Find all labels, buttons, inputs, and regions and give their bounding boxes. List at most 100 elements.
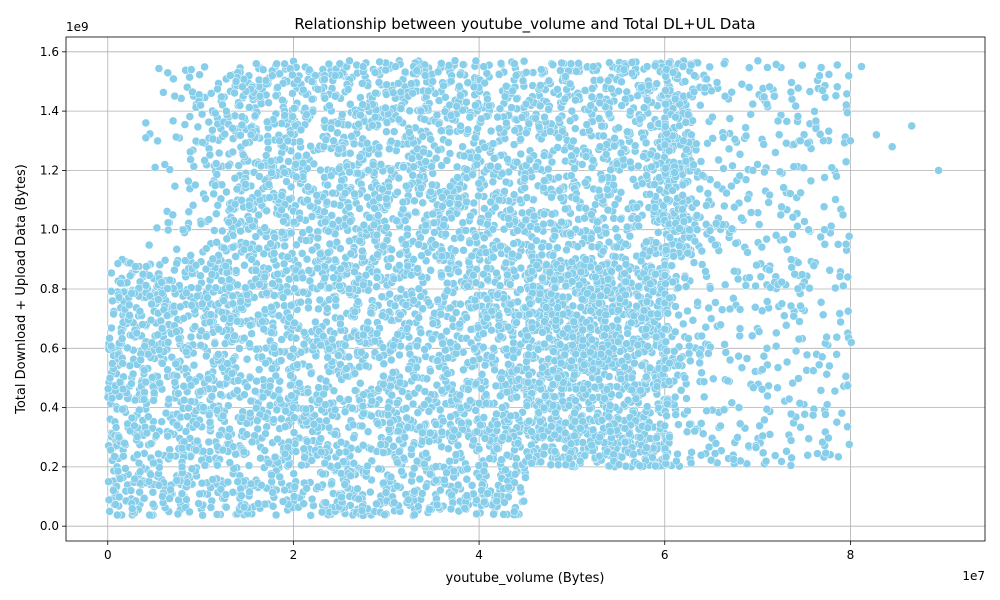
data-point <box>318 469 327 479</box>
data-point <box>370 336 380 346</box>
data-point <box>554 114 564 124</box>
data-point <box>105 333 114 343</box>
data-point <box>420 459 429 469</box>
data-point <box>509 266 519 275</box>
data-point <box>468 356 478 365</box>
data-point <box>344 352 354 362</box>
data-point <box>639 103 649 112</box>
data-point <box>378 343 388 352</box>
data-point <box>296 348 306 357</box>
data-point <box>343 85 353 94</box>
data-point <box>132 328 141 338</box>
data-point <box>505 280 515 289</box>
data-point <box>432 110 442 120</box>
data-point <box>681 157 691 166</box>
data-point <box>394 79 403 88</box>
data-point <box>567 151 576 161</box>
data-point <box>283 136 293 146</box>
data-point <box>219 296 228 305</box>
data-point <box>390 301 400 311</box>
data-point <box>544 105 553 114</box>
data-point <box>140 366 149 375</box>
data-point <box>441 229 450 239</box>
data-point <box>148 499 158 509</box>
data-point <box>508 345 518 355</box>
data-point <box>609 214 618 223</box>
data-point <box>376 440 386 449</box>
data-point <box>494 70 504 79</box>
data-point <box>345 56 354 66</box>
data-point <box>458 218 468 227</box>
data-point <box>329 273 338 282</box>
data-point <box>141 377 150 387</box>
data-point <box>303 388 313 397</box>
data-point <box>244 461 254 470</box>
data-point <box>500 92 510 101</box>
data-point <box>414 313 423 322</box>
data-point <box>431 462 441 471</box>
data-point <box>211 283 221 293</box>
data-point <box>299 444 309 454</box>
data-point <box>104 477 113 486</box>
data-point <box>340 341 350 350</box>
data-point <box>359 220 369 230</box>
data-point <box>289 428 299 437</box>
data-point <box>320 75 329 84</box>
data-point <box>587 92 597 102</box>
data-point <box>320 207 329 216</box>
data-point <box>623 127 632 137</box>
data-point <box>287 391 296 400</box>
data-point <box>106 341 116 351</box>
data-point <box>231 450 240 459</box>
data-point <box>105 373 115 383</box>
data-point <box>463 282 472 291</box>
data-point <box>503 154 512 164</box>
data-point <box>267 470 276 480</box>
data-point <box>493 162 503 171</box>
data-point <box>463 78 473 87</box>
data-point <box>438 339 447 348</box>
data-point <box>604 237 614 247</box>
data-point <box>306 141 315 151</box>
data-point <box>472 160 482 169</box>
data-point <box>204 374 213 384</box>
data-point <box>418 489 427 498</box>
data-point <box>437 386 447 395</box>
data-point <box>426 187 435 197</box>
data-point <box>356 379 365 388</box>
data-point <box>524 119 534 129</box>
data-point <box>144 350 153 359</box>
data-point <box>361 270 371 280</box>
data-point <box>492 409 501 419</box>
data-point <box>386 472 396 482</box>
data-point <box>393 458 402 467</box>
data-point <box>135 405 144 415</box>
data-point <box>335 281 344 291</box>
data-point <box>438 202 447 211</box>
data-point <box>385 418 395 428</box>
data-point <box>493 290 502 300</box>
data-point <box>328 220 338 229</box>
data-point <box>302 110 311 119</box>
data-point <box>424 437 434 446</box>
data-point <box>459 365 468 375</box>
data-point <box>202 351 211 361</box>
data-point <box>105 507 114 516</box>
data-point <box>278 497 288 506</box>
data-point <box>139 494 149 503</box>
data-point <box>359 409 368 418</box>
data-point <box>274 385 284 395</box>
data-point <box>286 352 295 361</box>
data-point <box>396 310 405 320</box>
data-point <box>474 461 484 470</box>
data-point <box>565 116 575 126</box>
data-point <box>233 376 243 385</box>
data-point <box>595 142 605 151</box>
data-point <box>372 499 381 509</box>
data-point <box>338 110 347 119</box>
data-point <box>455 390 465 400</box>
data-point <box>280 449 290 459</box>
data-point <box>253 416 262 425</box>
data-point <box>446 504 456 514</box>
data-point <box>395 447 404 456</box>
